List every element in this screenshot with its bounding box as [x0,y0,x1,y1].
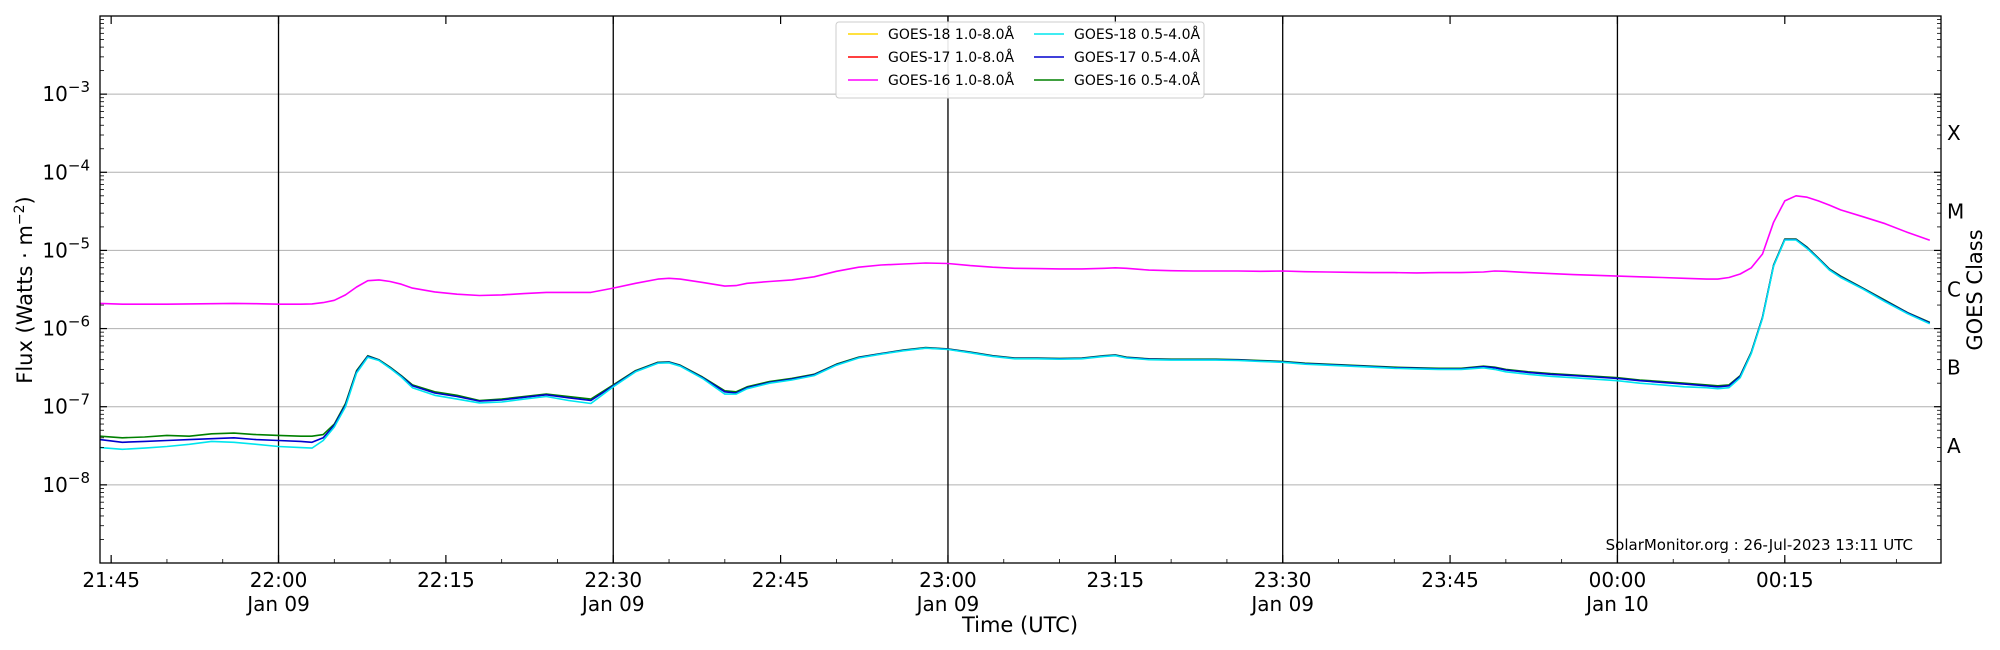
vertical-day-lines [277,16,1619,563]
legend-label: GOES-18 1.0-8.0Å [888,26,1014,43]
x-tick-label: 00:00 [1589,568,1647,592]
series-line [99,195,1931,306]
series-lines [99,195,1931,451]
legend-label: GOES-18 0.5-4.0Å [1074,26,1200,43]
x-tick-label: 23:45 [1421,568,1479,592]
goes-class-label: M [1947,199,1964,223]
y-tick-label: 10−4 [42,156,90,184]
x-tick-label: 22:30 [584,568,642,592]
x-tick-label: 23:30 [1254,568,1312,592]
credit-text: SolarMonitor.org : 26-Jul-2023 13:11 UTC [1606,536,1913,554]
goes-class-label: A [1947,434,1961,458]
legend-label: GOES-17 0.5-4.0Å [1074,49,1200,66]
x-tick-date-label: Jan 09 [245,592,310,616]
x-tick-label: 23:15 [1087,568,1145,592]
legend-label: GOES-16 1.0-8.0Å [888,72,1014,89]
y-tick-label: 10−6 [42,313,90,341]
legend-frame [835,21,1205,99]
x-tick-label: 22:00 [250,568,308,592]
y-axis-title: Flux (Watts · m−2) [12,196,37,384]
legend-label: GOES-17 1.0-8.0Å [888,49,1014,66]
x-tick-label: 00:15 [1756,568,1814,592]
goes-class-label: X [1947,121,1961,145]
x-tick-label: 22:15 [417,568,475,592]
y2-axis-title: GOES Class [1963,229,1987,350]
x-tick-date-label: Jan 09 [915,592,980,616]
x-tick-label: 21:45 [82,568,140,592]
x-tick-label: 23:00 [919,568,977,592]
goes-class-label: B [1947,356,1961,380]
axis-ticks [100,16,1941,563]
legend-label: GOES-16 0.5-4.0Å [1074,72,1200,89]
x-tick-label: 22:45 [752,568,810,592]
plot-frame [99,15,1942,564]
x-tick-date-label: Jan 09 [580,592,645,616]
y-tick-label: 10−7 [42,391,90,419]
y-tick-label: 10−3 [42,78,90,106]
y-tick-label: 10−8 [42,469,90,497]
y-tick-label: 10−5 [42,234,90,262]
x-axis-title: Time (UTC) [961,613,1078,637]
goes-class-label: C [1947,277,1961,301]
legend: GOES-18 1.0-8.0Å GOES-18 0.5-4.0Å GOES-17 … [835,21,1205,99]
series-line [99,239,1931,451]
plot-area [100,16,1941,563]
grid-lines [100,93,1941,486]
x-tick-date-label: Jan 09 [1249,592,1314,616]
x-tick-date-label: Jan 10 [1584,592,1649,616]
